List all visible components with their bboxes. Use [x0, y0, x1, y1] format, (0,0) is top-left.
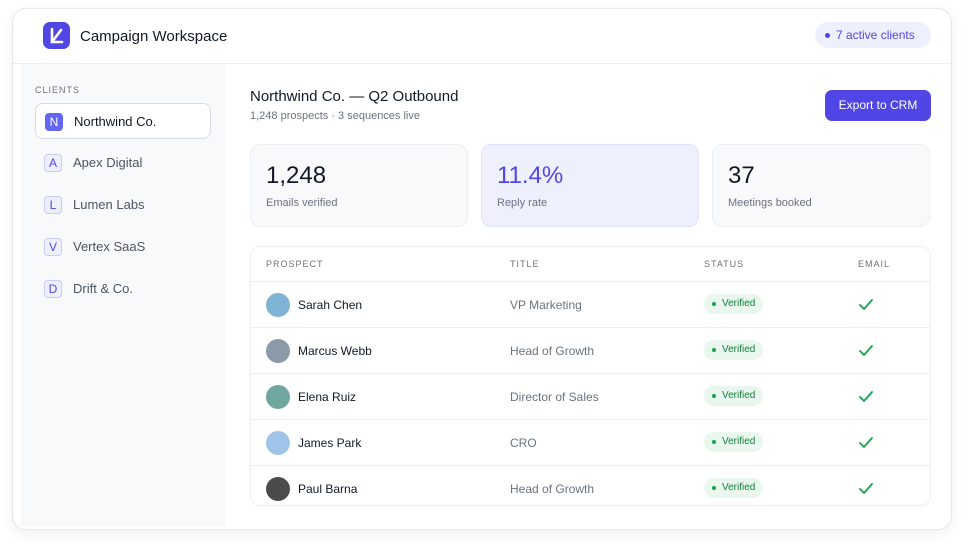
check-icon — [859, 437, 873, 448]
prospect-name: Paul Barna — [298, 482, 358, 496]
sidebar: CLIENTS N Northwind Co. A Apex Digital L Lume… — [21, 64, 226, 526]
prospect-name: Sarah Chen — [298, 298, 363, 312]
column-header: EMAIL — [858, 259, 891, 269]
table-row[interactable]: Paul Barna Head of Growth Verified — [251, 465, 930, 505]
avatar — [266, 293, 290, 317]
email-check — [859, 344, 873, 362]
header: Campaign Workspace 7 active clients — [13, 9, 951, 64]
client-name: Northwind Co. — [74, 114, 157, 129]
badge-text: 7 active clients — [836, 28, 915, 42]
client-item[interactable]: A Apex Digital — [35, 145, 211, 181]
email-check — [859, 482, 873, 500]
status-pill: Verified — [704, 340, 764, 360]
prospect-title: Head of Growth — [510, 482, 595, 496]
stat-card: 37 Meetings booked — [712, 144, 930, 227]
logo-glyph — [50, 27, 64, 44]
email-check — [859, 390, 873, 408]
client-initial: D — [44, 280, 62, 298]
clients-badge: 7 active clients — [815, 22, 931, 48]
client-initial: N — [45, 113, 63, 131]
app-title: Campaign Workspace — [80, 28, 228, 45]
avatar — [266, 339, 290, 363]
prospect-name: Elena Ruiz — [298, 390, 357, 404]
table-row[interactable]: Elena Ruiz Director of Sales Verified — [251, 373, 930, 419]
campaign-subtitle: 1,248 prospects · 3 sequences live — [250, 110, 420, 122]
client-item[interactable]: L Lumen Labs — [35, 187, 211, 223]
avatar — [266, 385, 290, 409]
prospect-title: CRO — [510, 436, 537, 450]
client-item[interactable]: D Drift & Co. — [35, 271, 211, 307]
stat-value: 37 — [728, 162, 755, 189]
client-initial: V — [44, 238, 62, 256]
campaign-title: Northwind Co. — Q2 Outbound — [250, 88, 459, 105]
client-name: Apex Digital — [73, 155, 143, 170]
stat-label: Meetings booked — [728, 197, 812, 209]
table-row[interactable]: James Park CRO Verified — [251, 419, 930, 465]
client-initial: L — [44, 196, 62, 214]
export-button[interactable]: Export to CRM — [825, 90, 931, 121]
stat-value: 11.4% — [497, 162, 564, 189]
check-icon — [859, 345, 873, 356]
status-pill: Verified — [704, 294, 764, 314]
client-name: Drift & Co. — [73, 281, 133, 296]
sidebar-label: CLIENTS — [35, 85, 81, 95]
prospect-name: James Park — [298, 436, 362, 450]
table-row[interactable]: Sarah Chen VP Marketing Verified — [251, 281, 930, 327]
table-row[interactable]: Marcus Webb Head of Growth Verified — [251, 327, 930, 373]
status-pill: Verified — [704, 478, 764, 498]
client-name: Lumen Labs — [73, 197, 145, 212]
stat-label: Reply rate — [497, 197, 548, 209]
prospect-name: Marcus Webb — [298, 344, 372, 358]
prospects-table: PROSPECT TITLE STATUS EMAIL Sarah Chen VP Mar… — [250, 246, 931, 506]
client-name: Vertex SaaS — [73, 239, 146, 254]
badge-dot — [825, 33, 830, 38]
logo — [43, 22, 70, 49]
client-item[interactable]: V Vertex SaaS — [35, 229, 211, 265]
client-item[interactable]: N Northwind Co. — [35, 103, 211, 139]
stat-value: 1,248 — [266, 162, 327, 189]
workspace-card: Campaign Workspace 7 active clients CLIE… — [12, 8, 952, 530]
column-header: TITLE — [510, 259, 540, 269]
avatar — [266, 477, 290, 501]
check-icon — [859, 391, 873, 402]
stat-card: 11.4% Reply rate — [481, 144, 699, 227]
stat-label: Emails verified — [266, 197, 338, 209]
status-pill: Verified — [704, 432, 764, 452]
prospect-title: Director of Sales — [510, 390, 599, 404]
column-header: STATUS — [704, 259, 745, 269]
prospect-title: VP Marketing — [510, 298, 582, 312]
column-header: PROSPECT — [266, 259, 324, 269]
status-pill: Verified — [704, 386, 764, 406]
client-initial: A — [44, 154, 62, 172]
check-icon — [859, 483, 873, 494]
email-check — [859, 298, 873, 316]
check-icon — [859, 299, 873, 310]
prospect-title: Head of Growth — [510, 344, 595, 358]
stat-card: 1,248 Emails verified — [250, 144, 468, 227]
avatar — [266, 431, 290, 455]
email-check — [859, 436, 873, 454]
